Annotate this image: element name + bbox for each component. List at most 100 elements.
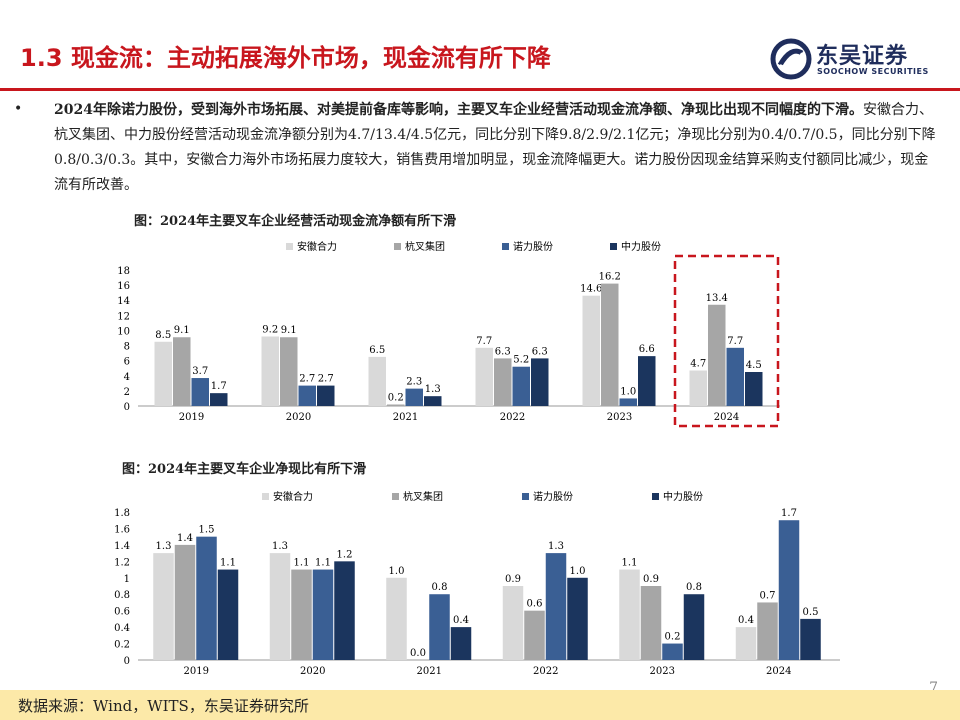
y-tick-label: 16	[117, 281, 130, 292]
bar-zhongli-2022	[567, 577, 588, 660]
title-rule	[0, 88, 960, 91]
data-label: 1.4	[177, 533, 193, 544]
data-label: 1.0	[620, 386, 636, 397]
data-label: 1.2	[337, 549, 353, 560]
x-tick-label: 2024	[766, 666, 791, 677]
page-title: 1.3 现金流：主动拓展海外市场，现金流有所下降	[20, 44, 551, 72]
legend-swatch	[394, 243, 401, 250]
data-label: 1.7	[211, 381, 227, 392]
bar-noli-2020	[298, 385, 316, 406]
bar-zhongli-2024	[745, 372, 763, 406]
bar-hangcha-2020	[291, 569, 312, 660]
cash-ratio-bar-chart: 0 0.2 0.4 0.6 0.8 1 1.2 1.4 1.6 1.8 1.3 1.4 1.5 1.1 20…	[114, 490, 840, 677]
y-tick-label: 6	[124, 357, 130, 368]
y-tick-label: 12	[117, 311, 130, 322]
y-tick-label: 0.6	[114, 607, 130, 618]
bar-noli-2021	[405, 388, 423, 406]
summary-lead: 2024年除诺力股份，受到海外市场拓展、对美提前备库等影响，主要叉车企业经营活动…	[54, 102, 863, 118]
data-label: 0.9	[643, 574, 659, 585]
x-tick-label: 2020	[300, 666, 325, 677]
x-tick-label: 2019	[179, 412, 204, 423]
data-label: 1.3	[272, 541, 288, 552]
bar-hangcha-2019	[173, 337, 191, 406]
bar-heli-2024	[735, 627, 757, 660]
x-tick-label: 2021	[417, 666, 442, 677]
y-tick-label: 0	[124, 656, 130, 667]
y-tick-label: 0.4	[114, 623, 130, 634]
page-number: 7	[929, 680, 938, 696]
bar-zhongli-2023	[683, 594, 705, 660]
bar-hangcha-2019	[174, 544, 196, 660]
data-label: 1.3	[548, 541, 564, 552]
legend-label: 杭叉集团	[403, 490, 443, 503]
company-logo: 东吴证券 SOOCHOW SECURITIES	[770, 38, 950, 80]
bar-hangcha-2022	[524, 610, 545, 660]
data-label: 1.3	[425, 384, 441, 395]
x-tick-label: 2019	[184, 666, 209, 677]
y-tick-label: 1	[124, 574, 130, 585]
bar-zhongli-2023	[638, 356, 656, 406]
bar-hangcha-2023	[601, 283, 619, 406]
data-label: 6.3	[495, 346, 511, 357]
data-label: 1.0	[389, 566, 405, 577]
legend-swatch	[610, 243, 617, 250]
bar-heli-2020	[261, 336, 279, 406]
data-label: 4.7	[690, 358, 706, 369]
bar-heli-2024	[689, 370, 707, 406]
bar-heli-2022	[475, 347, 493, 406]
data-label: 0.4	[738, 615, 754, 626]
data-label: 1.1	[315, 558, 331, 569]
bar-noli-2019	[191, 378, 209, 406]
data-label: 9.1	[174, 325, 190, 336]
bar-hangcha-2021	[387, 404, 405, 406]
x-tick-label: 2022	[533, 666, 558, 677]
bar-heli-2023	[619, 569, 640, 660]
data-label: 13.4	[706, 293, 728, 304]
bar-hangcha-2023	[640, 586, 662, 660]
y-tick-label: 0.8	[114, 590, 130, 601]
data-label: 0.8	[432, 582, 448, 593]
data-label: 1.3	[156, 541, 172, 552]
legend-swatch	[502, 243, 509, 250]
y-tick-label: 18	[117, 266, 130, 277]
bar-noli-2023	[662, 643, 683, 660]
footer-bar	[0, 690, 960, 720]
data-label: 1.1	[220, 558, 236, 569]
legend-swatch	[286, 243, 293, 250]
bar-zhongli-2021	[450, 627, 472, 660]
data-label: 0.2	[388, 392, 404, 403]
bar-zhongli-2024	[800, 618, 821, 660]
data-label: 7.7	[476, 336, 492, 347]
y-tick-label: 0	[124, 402, 130, 413]
y-tick-label: 1.4	[114, 541, 130, 552]
y-tick-label: 0.2	[114, 640, 130, 651]
logo-text-en: SOOCHOW SECURITIES	[817, 67, 929, 76]
bar-zhongli-2019	[217, 569, 239, 660]
data-label: 6.6	[639, 344, 655, 355]
summary-paragraph: 2024年除诺力股份，受到海外市场拓展、对美提前备库等影响，主要叉车企业经营活动…	[54, 98, 942, 198]
data-label: 0.8	[686, 582, 702, 593]
bar-zhongli-2022	[531, 358, 549, 406]
bar-zhongli-2020	[334, 561, 355, 660]
data-label: 0.5	[803, 607, 819, 618]
chart2-title: 图：2024年主要叉车企业净现比有所下滑	[122, 462, 367, 477]
x-tick-label: 2023	[607, 412, 632, 423]
bar-noli-2023	[619, 398, 637, 406]
data-label: 6.3	[532, 346, 548, 357]
bullet-icon: •	[14, 101, 23, 117]
data-label: 1.1	[294, 558, 310, 569]
x-tick-label: 2022	[500, 412, 525, 423]
bar-heli-2020	[269, 553, 291, 660]
bar-noli-2024	[778, 520, 800, 660]
x-tick-label: 2021	[393, 412, 418, 423]
data-label: 16.2	[599, 272, 621, 283]
bar-heli-2019	[154, 341, 172, 406]
bar-hangcha-2024	[708, 304, 726, 406]
bar-zhongli-2020	[317, 385, 335, 406]
logo-mark-icon	[770, 38, 812, 80]
bar-zhongli-2021	[424, 396, 442, 406]
chart1-title: 图：2024年主要叉车企业经营活动现金流净额有所下滑	[134, 214, 457, 229]
y-tick-label: 1.2	[114, 557, 130, 568]
bar-noli-2022	[545, 553, 567, 660]
